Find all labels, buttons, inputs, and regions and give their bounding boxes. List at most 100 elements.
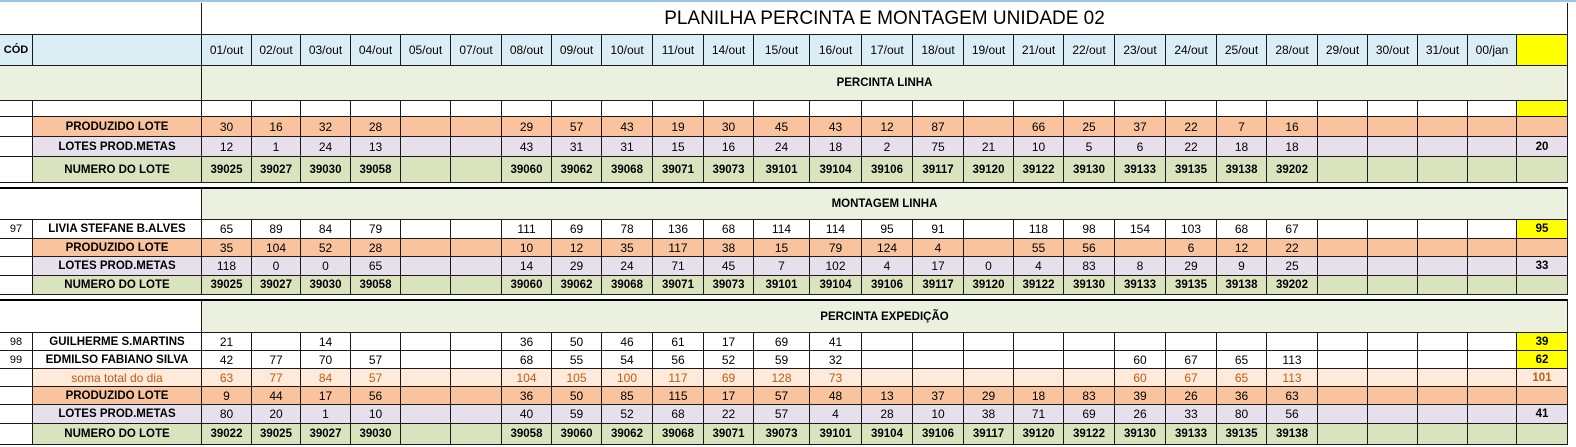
data-cell[interactable] xyxy=(202,101,252,117)
date-header-12[interactable]: 16/out xyxy=(810,35,862,66)
data-cell[interactable]: 63 xyxy=(1267,387,1318,405)
row-code[interactable] xyxy=(0,101,33,117)
data-cell[interactable]: 39133 xyxy=(1115,157,1166,183)
data-cell[interactable] xyxy=(1318,257,1368,276)
data-cell[interactable]: 39130 xyxy=(1064,157,1115,183)
data-cell[interactable]: 39060 xyxy=(552,424,602,445)
data-cell[interactable] xyxy=(1468,239,1517,257)
data-cell[interactable] xyxy=(1418,276,1468,295)
data-cell[interactable]: 85 xyxy=(602,387,653,405)
date-header-10[interactable]: 14/out xyxy=(704,35,754,66)
data-cell[interactable] xyxy=(1517,157,1568,183)
data-cell[interactable] xyxy=(401,369,451,387)
data-cell[interactable]: 6 xyxy=(1115,137,1166,157)
data-cell[interactable]: 31 xyxy=(552,137,602,157)
data-cell[interactable] xyxy=(401,351,451,369)
date-header-25[interactable]: 00/jan xyxy=(1468,35,1517,66)
data-cell[interactable]: 39071 xyxy=(653,276,704,295)
data-cell[interactable]: 32 xyxy=(301,117,351,137)
data-cell[interactable]: 21 xyxy=(202,333,252,351)
data-cell[interactable]: 39030 xyxy=(351,424,401,445)
data-cell[interactable]: 39062 xyxy=(552,157,602,183)
data-cell[interactable] xyxy=(1368,276,1418,295)
data-cell[interactable]: 63 xyxy=(202,369,252,387)
data-cell[interactable]: 117 xyxy=(653,239,704,257)
data-cell[interactable]: 31 xyxy=(602,137,653,157)
data-cell[interactable] xyxy=(1418,405,1468,424)
data-cell[interactable] xyxy=(301,101,351,117)
data-cell[interactable] xyxy=(964,220,1014,239)
data-cell[interactable]: 103 xyxy=(1166,220,1217,239)
data-cell[interactable]: 79 xyxy=(810,239,862,257)
data-cell[interactable]: 83 xyxy=(1064,257,1115,276)
data-cell[interactable]: 55 xyxy=(1014,239,1064,257)
row-label[interactable]: LOTES PROD.METAS xyxy=(33,257,202,276)
data-cell[interactable] xyxy=(1468,101,1517,117)
data-cell[interactable] xyxy=(1014,101,1064,117)
data-cell[interactable] xyxy=(862,101,913,117)
date-header-6[interactable]: 08/out xyxy=(502,35,552,66)
data-cell[interactable]: 71 xyxy=(653,257,704,276)
row-code[interactable] xyxy=(0,405,33,424)
data-cell[interactable] xyxy=(1368,387,1418,405)
data-cell[interactable]: 43 xyxy=(502,137,552,157)
data-cell[interactable] xyxy=(1418,239,1468,257)
data-cell[interactable]: 17 xyxy=(301,387,351,405)
data-cell[interactable]: 65 xyxy=(351,257,401,276)
section-0-left-blank[interactable] xyxy=(0,66,202,101)
data-cell[interactable]: 128 xyxy=(754,369,810,387)
date-header-4[interactable]: 05/out xyxy=(401,35,451,66)
data-cell[interactable] xyxy=(1468,276,1517,295)
data-cell[interactable] xyxy=(1368,239,1418,257)
data-cell[interactable]: 10 xyxy=(1014,137,1064,157)
data-cell[interactable]: 39058 xyxy=(502,424,552,445)
data-cell[interactable]: 39122 xyxy=(1064,424,1115,445)
data-cell[interactable]: 32 xyxy=(810,351,862,369)
data-cell[interactable]: 57 xyxy=(754,387,810,405)
data-cell[interactable] xyxy=(1468,157,1517,183)
data-cell[interactable]: 36 xyxy=(502,387,552,405)
data-cell[interactable] xyxy=(913,369,964,387)
data-cell[interactable] xyxy=(964,117,1014,137)
data-cell[interactable]: 56 xyxy=(1267,405,1318,424)
data-cell[interactable] xyxy=(1368,405,1418,424)
data-cell[interactable]: 45 xyxy=(754,117,810,137)
row-label[interactable]: PRODUZIDO LOTE xyxy=(33,239,202,257)
data-cell[interactable]: 39130 xyxy=(1064,276,1115,295)
data-cell[interactable]: 39133 xyxy=(1166,424,1217,445)
date-header-20[interactable]: 25/out xyxy=(1217,35,1267,66)
data-cell[interactable]: 35 xyxy=(602,239,653,257)
data-cell[interactable] xyxy=(1267,101,1318,117)
data-cell[interactable]: 39138 xyxy=(1217,276,1267,295)
date-header-11[interactable]: 15/out xyxy=(754,35,810,66)
data-cell[interactable] xyxy=(1418,101,1468,117)
data-cell[interactable] xyxy=(1368,369,1418,387)
data-cell[interactable]: 4 xyxy=(810,405,862,424)
data-cell[interactable]: 75 xyxy=(913,137,964,157)
data-cell[interactable] xyxy=(451,220,502,239)
data-cell[interactable] xyxy=(252,333,301,351)
data-cell[interactable]: 100 xyxy=(602,369,653,387)
date-header-5[interactable]: 07/out xyxy=(451,35,502,66)
data-cell[interactable]: 95 xyxy=(862,220,913,239)
data-cell[interactable]: 22 xyxy=(1267,239,1318,257)
data-cell[interactable] xyxy=(1418,117,1468,137)
data-cell[interactable]: 55 xyxy=(552,351,602,369)
data-cell[interactable]: 39022 xyxy=(202,424,252,445)
data-cell[interactable]: 67 xyxy=(1166,351,1217,369)
data-cell[interactable] xyxy=(1318,369,1368,387)
data-cell[interactable]: 39117 xyxy=(964,424,1014,445)
data-cell[interactable]: 111 xyxy=(502,220,552,239)
date-header-7[interactable]: 09/out xyxy=(552,35,602,66)
data-cell[interactable]: 39068 xyxy=(602,276,653,295)
data-cell[interactable]: 65 xyxy=(1217,369,1267,387)
data-cell[interactable]: 50 xyxy=(552,387,602,405)
data-cell[interactable]: 39025 xyxy=(202,276,252,295)
data-cell[interactable]: 4 xyxy=(862,257,913,276)
data-cell[interactable]: 36 xyxy=(1217,387,1267,405)
date-header-2[interactable]: 03/out xyxy=(301,35,351,66)
data-cell[interactable]: 114 xyxy=(754,220,810,239)
row-label[interactable]: LIVIA STEFANE B.ALVES xyxy=(33,220,202,239)
data-cell[interactable]: 39117 xyxy=(913,276,964,295)
data-cell[interactable]: 41 xyxy=(810,333,862,351)
